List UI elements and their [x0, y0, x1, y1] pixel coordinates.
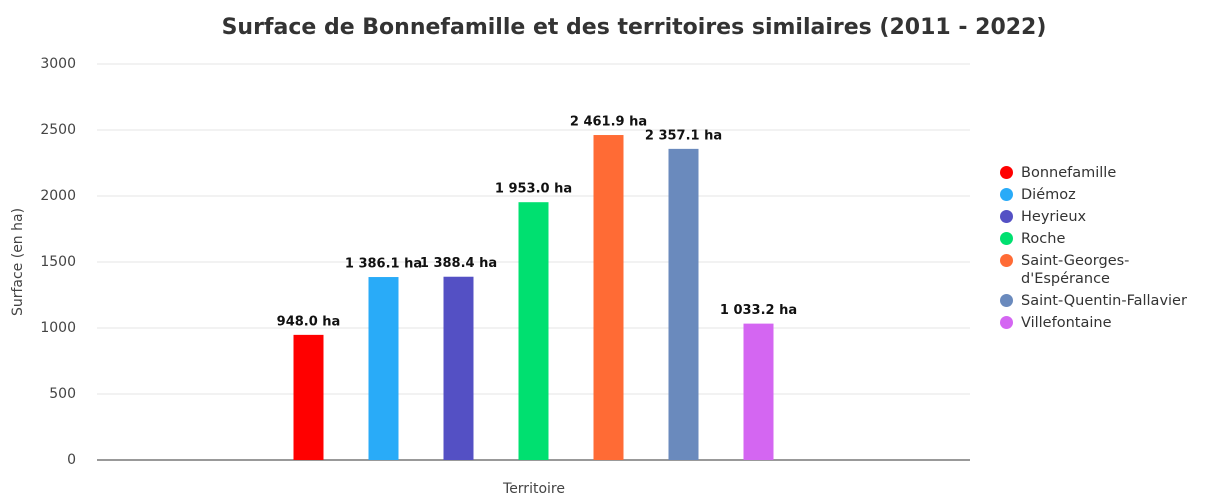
y-tick-label: 500 — [49, 386, 76, 402]
legend-swatch — [1000, 188, 1013, 201]
legend-swatch — [1000, 254, 1013, 267]
legend-label: Saint-Quentin-Fallavier — [1021, 293, 1187, 309]
bar — [443, 276, 474, 460]
y-axis-label: Surface (en ha) — [10, 208, 26, 316]
legend-label: Saint-Georges-d'Espérance — [1021, 253, 1130, 287]
data-label: 1 953.0 ha — [495, 182, 572, 197]
bar — [368, 277, 399, 460]
legend-swatch — [1000, 316, 1013, 329]
legend-item: Roche — [998, 230, 1198, 248]
chart-title: Surface de Bonnefamille et des territoir… — [222, 15, 1047, 40]
legend-label: Roche — [1021, 231, 1066, 247]
legend-item: Villefontaine — [998, 314, 1198, 332]
legend-item: Saint-Quentin-Fallavier — [998, 292, 1198, 310]
bar — [743, 323, 774, 460]
bar — [293, 334, 324, 460]
y-tick-label: 3000 — [40, 56, 76, 72]
legend-swatch — [1000, 210, 1013, 223]
y-tick-label: 2500 — [40, 122, 76, 138]
legend-item: Diémoz — [998, 186, 1198, 204]
bar — [668, 148, 699, 460]
y-tick-label: 1500 — [40, 254, 76, 270]
legend-swatch — [1000, 294, 1013, 307]
y-tick-label: 2000 — [40, 188, 76, 204]
x-axis-label: Territoire — [502, 481, 565, 497]
legend-label: Heyrieux — [1021, 209, 1087, 225]
bar — [518, 202, 549, 461]
bar — [593, 135, 624, 460]
legend-item: Bonnefamille — [998, 164, 1198, 182]
legend: Bonnefamille Diémoz Heyrieux Roche Saint-Geo… — [998, 164, 1198, 336]
data-label: 948.0 ha — [277, 314, 341, 329]
data-label: 1 033.2 ha — [720, 303, 797, 318]
legend-label: Villefontaine — [1021, 315, 1112, 331]
y-tick-label: 1000 — [40, 320, 76, 336]
legend-swatch — [1000, 166, 1013, 179]
data-label: 2 357.1 ha — [645, 128, 722, 143]
data-label: 2 461.9 ha — [570, 115, 647, 130]
y-tick-label: 0 — [67, 452, 76, 468]
legend-item: Heyrieux — [998, 208, 1198, 226]
legend-label: Diémoz — [1021, 187, 1076, 203]
legend-label: Bonnefamille — [1021, 165, 1117, 181]
legend-swatch — [1000, 232, 1013, 245]
data-label: 1 388.4 ha — [420, 256, 497, 271]
legend-item: Saint-Georges-d'Espérance — [998, 252, 1198, 288]
data-label: 1 386.1 ha — [345, 257, 422, 272]
